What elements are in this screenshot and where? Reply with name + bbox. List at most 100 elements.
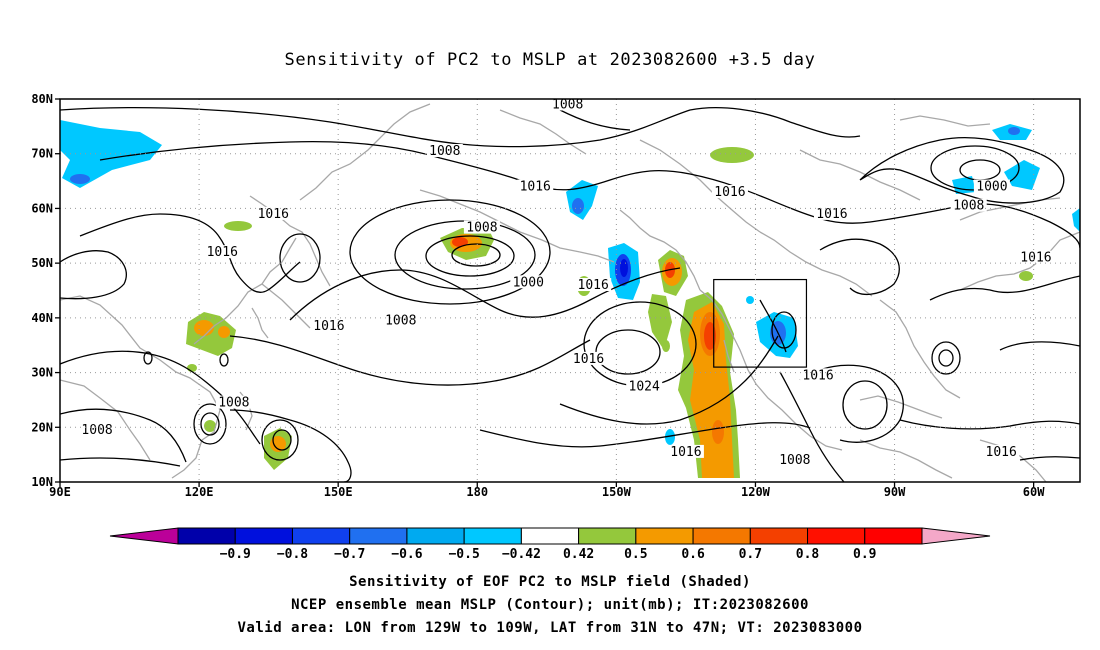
- lon-tick-label: 90W: [884, 485, 906, 499]
- valid-area-box: [713, 278, 808, 368]
- lat-tick-label: 40N: [31, 311, 53, 325]
- neg-core: [620, 259, 628, 277]
- contour-label: 1008: [466, 221, 497, 236]
- pos-core: [704, 322, 716, 350]
- map-title: Sensitivity of PC2 to MSLP at 2023082600…: [284, 50, 816, 70]
- contour-label: 1024: [629, 379, 660, 394]
- neg-patch: [1072, 208, 1080, 232]
- lat-tick-label: 20N: [31, 420, 53, 434]
- contour-label-bg: [950, 198, 987, 212]
- lon-tick-label: 150W: [602, 485, 632, 499]
- contour-label-bg: [310, 319, 347, 333]
- contour-label: 1016: [1020, 251, 1051, 266]
- contour-label-bg: [510, 275, 547, 289]
- lat-tick-label: 70N: [31, 147, 53, 161]
- lon-tick-label: 150E: [324, 485, 353, 499]
- pos-patch: [224, 221, 252, 231]
- pos-patch: [204, 420, 216, 432]
- neg-core: [1008, 127, 1020, 135]
- colorbar-low-arrow: [109, 527, 179, 545]
- neg-patch: [1004, 160, 1040, 190]
- colorbar-tick-label: 0.9: [853, 547, 876, 562]
- contour-label-bg: [204, 245, 241, 259]
- contour-label-bg: [79, 423, 116, 437]
- colorbar: −0.9 −0.8 −0.7 −0.6 −0.5 −0.42 0.42 0.5 0.6 0.7 0.…: [109, 527, 991, 562]
- contour-label-bg: [973, 179, 1010, 193]
- contour-label-bg: [575, 278, 612, 292]
- contour-label: 1016: [670, 445, 701, 460]
- contour-label-bg: [517, 179, 554, 193]
- contour-label-bg: [549, 97, 586, 111]
- pos-core: [270, 436, 286, 452]
- contour-label-bg: [711, 185, 748, 199]
- lat-tick-label: 80N: [31, 92, 53, 106]
- contour-label-bg: [813, 206, 850, 220]
- contour-label-bg: [463, 220, 500, 234]
- contour-label: 1016: [816, 207, 847, 222]
- contour-label: 1016: [258, 207, 289, 222]
- colorbar-cell: [749, 527, 809, 545]
- contour-label: 1008: [779, 453, 810, 468]
- lon-tick-label: 120E: [185, 485, 214, 499]
- colorbar-tick-label: −0.5: [448, 547, 479, 562]
- contour-label: 1008: [385, 314, 416, 329]
- colorbar-cell: [692, 527, 751, 545]
- lat-tick-label: 60N: [31, 201, 53, 215]
- colorbar-tick-label: 0.42: [563, 547, 594, 562]
- contour-label-bg: [626, 379, 663, 393]
- colorbar-tick-label: −0.8: [277, 547, 308, 562]
- contour-label: 1008: [953, 199, 984, 214]
- shaded-sensitivity: [60, 120, 1080, 478]
- colorbar-cell: [520, 527, 580, 545]
- caption-line-3: Valid area: LON from 129W to 109W, LAT f…: [237, 620, 863, 636]
- lon-tick-label: 180: [466, 485, 488, 499]
- colorbar-tick-label: −0.6: [391, 547, 422, 562]
- caption-line-1: Sensitivity of EOF PC2 to MSLP field (Sh…: [349, 574, 751, 590]
- pos-patch: [710, 147, 754, 163]
- contour-label-bg: [776, 453, 813, 467]
- colorbar-cell: [578, 527, 637, 545]
- pos-core: [194, 320, 214, 336]
- contour-label-bg: [215, 395, 252, 409]
- contour-label: 1016: [313, 319, 344, 334]
- contour-label: 1016: [578, 278, 609, 293]
- contour-label: 1000: [513, 275, 544, 290]
- colorbar-high-arrow: [921, 527, 991, 545]
- contour-label: 1016: [573, 352, 604, 367]
- contour-label: 1008: [429, 144, 460, 159]
- lat-tick-label: 10N: [31, 475, 53, 489]
- colorbar-cell: [807, 527, 866, 545]
- neg-patch: [566, 180, 598, 220]
- colorbar-tick-label: 0.6: [681, 547, 705, 562]
- colorbar-tick-label: 0.5: [624, 547, 647, 562]
- neg-patch: [665, 429, 675, 445]
- colorbar-tick-label: −0.42: [502, 547, 541, 562]
- contour-label: 1016: [207, 245, 238, 260]
- lon-tick-label: 120W: [741, 485, 771, 499]
- colorbar-cell: [291, 527, 351, 545]
- neg-core: [572, 198, 584, 214]
- lat-tick-label: 30N: [31, 366, 53, 380]
- contour-label: 1008: [218, 396, 249, 411]
- contour-label-bg: [1017, 250, 1054, 264]
- colorbar-cell: [234, 527, 293, 545]
- contour-label-bg: [382, 313, 419, 327]
- neg-core: [70, 174, 90, 184]
- colorbar-tick-label: 0.7: [739, 547, 762, 562]
- colorbar-tick-label: 0.8: [796, 547, 820, 562]
- pos-patch: [648, 294, 672, 350]
- contour-label: 1016: [986, 445, 1017, 460]
- contour-labels: 1008 1008 1016 1016 1000 1008 1016 1016 1008 1016…: [79, 97, 1054, 468]
- contour-label: 1016: [714, 185, 745, 200]
- colorbar-tick-label: −0.7: [334, 547, 365, 562]
- contour-label: 1016: [520, 180, 551, 195]
- contour-label: 1000: [976, 180, 1007, 195]
- contour-label-bg: [570, 351, 607, 365]
- pos-patch: [662, 340, 670, 352]
- colorbar-cell: [177, 527, 236, 545]
- contour-label: 1008: [81, 423, 112, 438]
- lat-lon-grid: [60, 99, 1080, 482]
- lon-tick-label: 90E: [49, 485, 71, 499]
- contour-label-bg: [800, 368, 837, 382]
